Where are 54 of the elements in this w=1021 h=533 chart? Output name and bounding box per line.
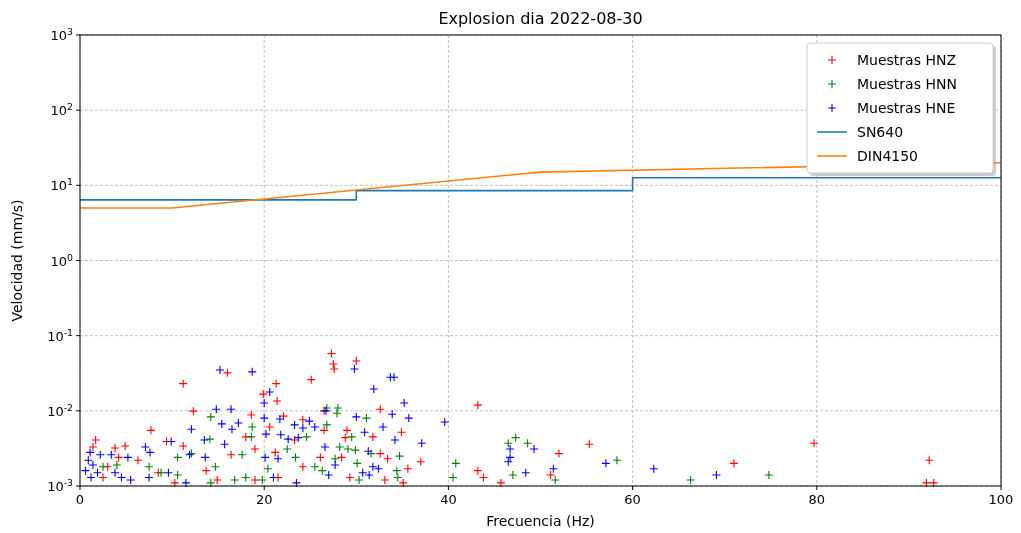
- x-tick-label: 100: [988, 492, 1014, 507]
- point: [205, 434, 215, 444]
- point: [448, 472, 458, 482]
- y-tick-label: 10$^{-3}$: [47, 476, 74, 494]
- y-tick-label: 10$^{1}$: [50, 175, 74, 194]
- point: [144, 462, 154, 472]
- chart-title: Explosion dia 2022-08-30: [438, 9, 643, 28]
- x-tick-label: 60: [624, 492, 641, 507]
- point: [206, 412, 216, 422]
- point: [173, 470, 183, 480]
- point: [322, 420, 332, 430]
- point: [246, 432, 256, 442]
- point: [230, 475, 240, 485]
- point: [347, 432, 357, 442]
- legend-label: DIN4150: [857, 148, 919, 164]
- y-tick-label: 10$^{2}$: [50, 100, 74, 119]
- x-tick-label: 0: [75, 492, 85, 507]
- point: [330, 454, 340, 464]
- point: [343, 444, 353, 454]
- point: [354, 475, 364, 485]
- point: [112, 460, 122, 470]
- point: [550, 475, 560, 485]
- point: [764, 470, 774, 480]
- y-tick-label: 10$^{3}$: [50, 25, 74, 43]
- y-tick-label: 10$^{-2}$: [47, 401, 74, 419]
- point: [335, 442, 345, 452]
- point: [302, 432, 312, 442]
- x-tick-label: 20: [255, 492, 273, 507]
- legend-label: Muestras HNE: [857, 100, 956, 116]
- point: [257, 475, 267, 485]
- point: [508, 470, 518, 480]
- point: [332, 408, 342, 418]
- legend-label: SN640: [857, 124, 904, 140]
- point: [310, 462, 320, 472]
- point: [612, 455, 622, 465]
- point: [350, 445, 360, 455]
- point: [98, 462, 108, 472]
- y-tick-label: 10$^{-1}$: [47, 326, 74, 344]
- point: [282, 444, 292, 454]
- point: [361, 413, 371, 423]
- point: [237, 450, 247, 460]
- point: [263, 464, 273, 474]
- point: [247, 422, 257, 432]
- point: [206, 478, 216, 488]
- y-axis-title: Velocidad (mm/s): [9, 199, 25, 322]
- x-axis-title: Frecuencia (Hz): [486, 513, 595, 529]
- y-tick-label: 10$^{0}$: [50, 251, 74, 269]
- point: [395, 451, 405, 461]
- x-tick-label: 40: [440, 492, 457, 507]
- point: [333, 403, 343, 413]
- legend-label: Muestras HNN: [857, 76, 957, 92]
- legend-label: Muestras HNZ: [857, 52, 957, 68]
- point: [686, 475, 696, 485]
- x-tick-label: 80: [808, 492, 826, 507]
